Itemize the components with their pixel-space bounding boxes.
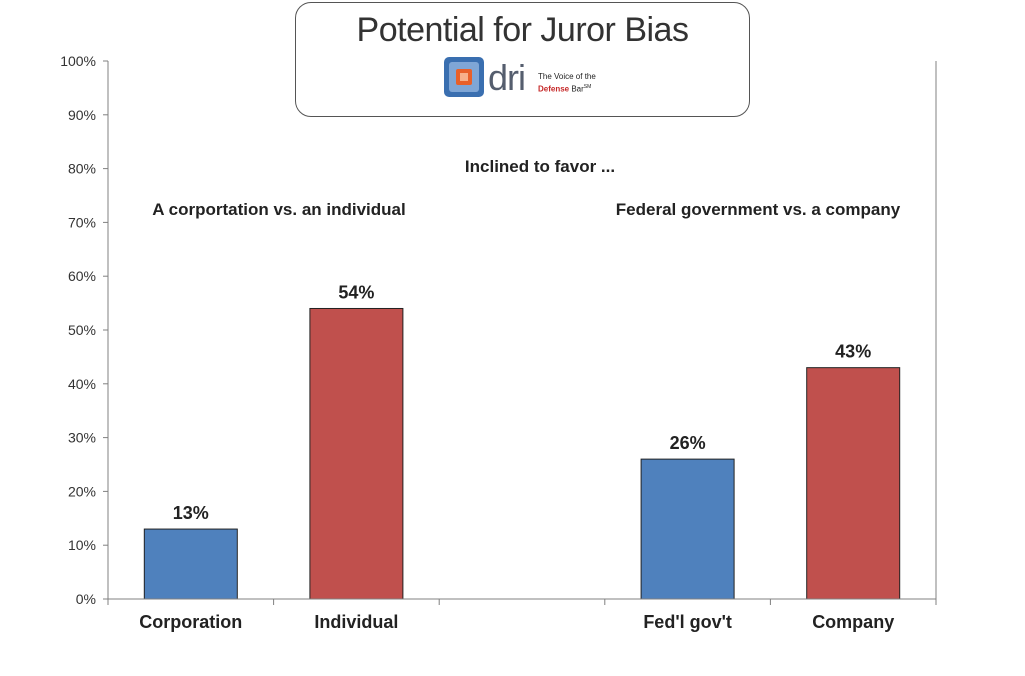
data-label: 13%: [173, 503, 209, 523]
y-tick-label: 100%: [60, 53, 96, 69]
axes: [107, 61, 937, 605]
bar: [309, 307, 404, 600]
annotation-left-group: A corportation vs. an individual: [152, 200, 405, 219]
y-tick-label: 70%: [68, 214, 96, 230]
y-tick-label: 90%: [68, 107, 96, 123]
category-label: Individual: [314, 612, 398, 632]
title-box: Potential for Juror Bias dri The Voice o…: [295, 2, 750, 117]
annotation-inclined: Inclined to favor ...: [465, 157, 615, 176]
dri-logo-tagline: The Voice of the Defense BarSM: [538, 72, 596, 94]
y-axis-ticks: 0% 10% 20% 30% 40% 50% 60% 70% 80% 90% 100%: [60, 53, 108, 607]
data-label: 26%: [670, 433, 706, 453]
y-tick-label: 40%: [68, 376, 96, 392]
category-label: Fed'l gov't: [643, 612, 732, 632]
y-tick-label: 60%: [68, 268, 96, 284]
data-label: 54%: [338, 282, 374, 302]
y-tick-label: 0%: [76, 591, 96, 607]
bar: [143, 528, 238, 600]
annotation-right-group: Federal government vs. a company: [616, 200, 901, 219]
y-tick-label: 10%: [68, 537, 96, 553]
bar: [806, 367, 901, 600]
y-tick-label: 80%: [68, 161, 96, 177]
y-tick-label: 50%: [68, 322, 96, 338]
data-label: 43%: [835, 342, 871, 362]
category-label: Company: [812, 612, 894, 632]
y-tick-label: 30%: [68, 430, 96, 446]
dri-logo-letters: dri: [488, 57, 526, 98]
dri-logo: dri The Voice of the Defense BarSM: [443, 56, 623, 101]
bars: 13% Corporation 54% Individual 26% Fed'l gov'…: [139, 282, 901, 632]
bar: [640, 458, 735, 600]
dri-logo-mark-icon: [444, 57, 484, 97]
category-label: Corporation: [139, 612, 242, 632]
y-tick-label: 20%: [68, 483, 96, 499]
chart-title: Potential for Juror Bias: [356, 11, 689, 49]
